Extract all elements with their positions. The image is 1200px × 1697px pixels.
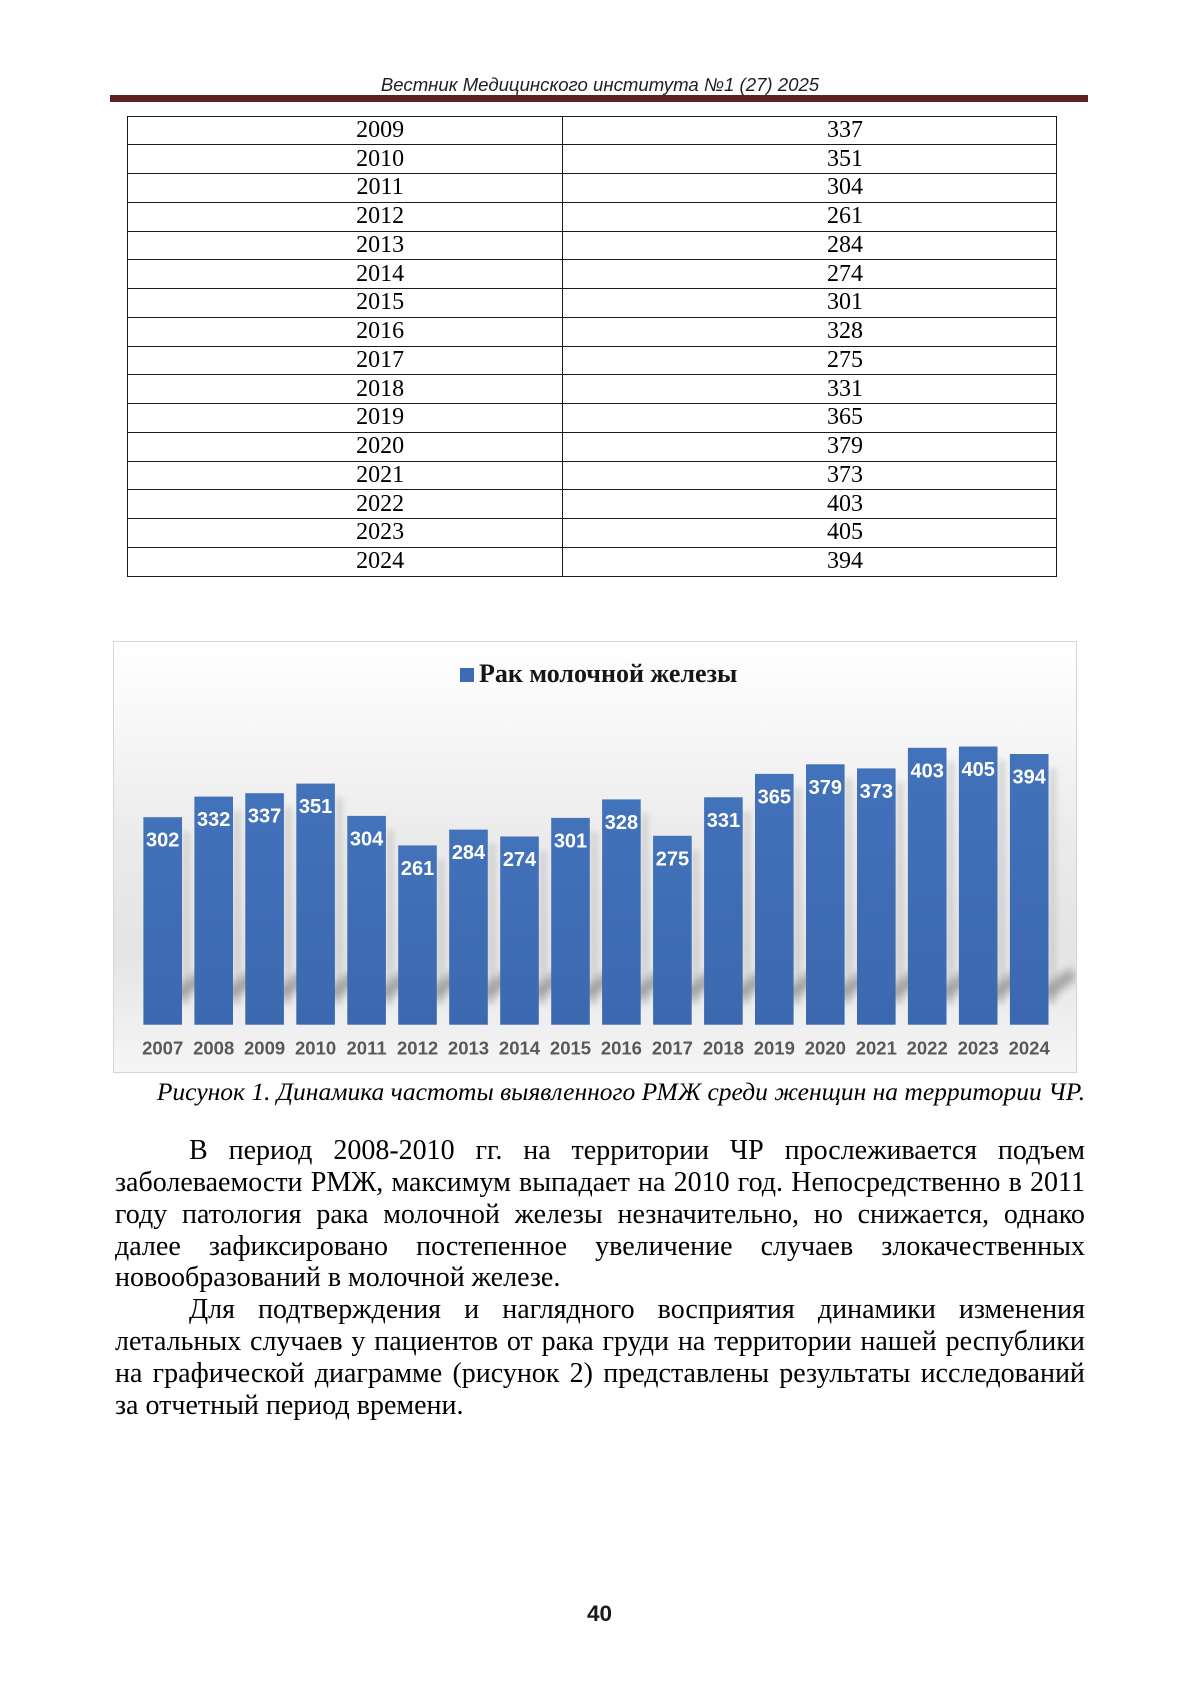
- svg-text:2022: 2022: [907, 1038, 948, 1059]
- svg-text:2013: 2013: [448, 1038, 489, 1059]
- svg-text:328: 328: [605, 812, 638, 834]
- svg-text:351: 351: [299, 796, 332, 818]
- svg-text:2019: 2019: [754, 1038, 795, 1059]
- svg-text:2015: 2015: [550, 1038, 591, 1059]
- svg-text:2016: 2016: [601, 1038, 642, 1059]
- svg-text:403: 403: [911, 761, 944, 783]
- svg-text:379: 379: [809, 777, 842, 799]
- svg-text:2012: 2012: [397, 1038, 438, 1059]
- svg-text:302: 302: [146, 830, 179, 852]
- svg-text:332: 332: [197, 809, 230, 831]
- svg-text:304: 304: [350, 829, 384, 851]
- svg-text:373: 373: [860, 781, 893, 803]
- svg-text:2017: 2017: [652, 1038, 693, 1059]
- svg-text:2021: 2021: [856, 1038, 897, 1059]
- svg-text:275: 275: [656, 849, 689, 871]
- svg-text:2010: 2010: [295, 1038, 336, 1059]
- svg-text:2011: 2011: [347, 1038, 387, 1059]
- svg-text:2018: 2018: [703, 1038, 744, 1059]
- svg-text:2023: 2023: [958, 1038, 999, 1059]
- svg-text:2007: 2007: [142, 1038, 183, 1059]
- svg-text:2014: 2014: [499, 1038, 541, 1059]
- svg-text:261: 261: [401, 858, 434, 880]
- svg-text:2009: 2009: [244, 1038, 285, 1059]
- svg-text:365: 365: [758, 787, 791, 809]
- svg-text:394: 394: [1013, 767, 1047, 789]
- svg-text:2008: 2008: [193, 1038, 234, 1059]
- svg-text:2024: 2024: [1009, 1038, 1051, 1059]
- svg-text:331: 331: [707, 810, 740, 832]
- svg-text:337: 337: [248, 806, 281, 828]
- svg-text:284: 284: [452, 842, 486, 864]
- svg-text:274: 274: [503, 849, 537, 871]
- svg-text:405: 405: [962, 759, 995, 781]
- svg-text:301: 301: [554, 831, 587, 853]
- svg-text:2020: 2020: [805, 1038, 846, 1059]
